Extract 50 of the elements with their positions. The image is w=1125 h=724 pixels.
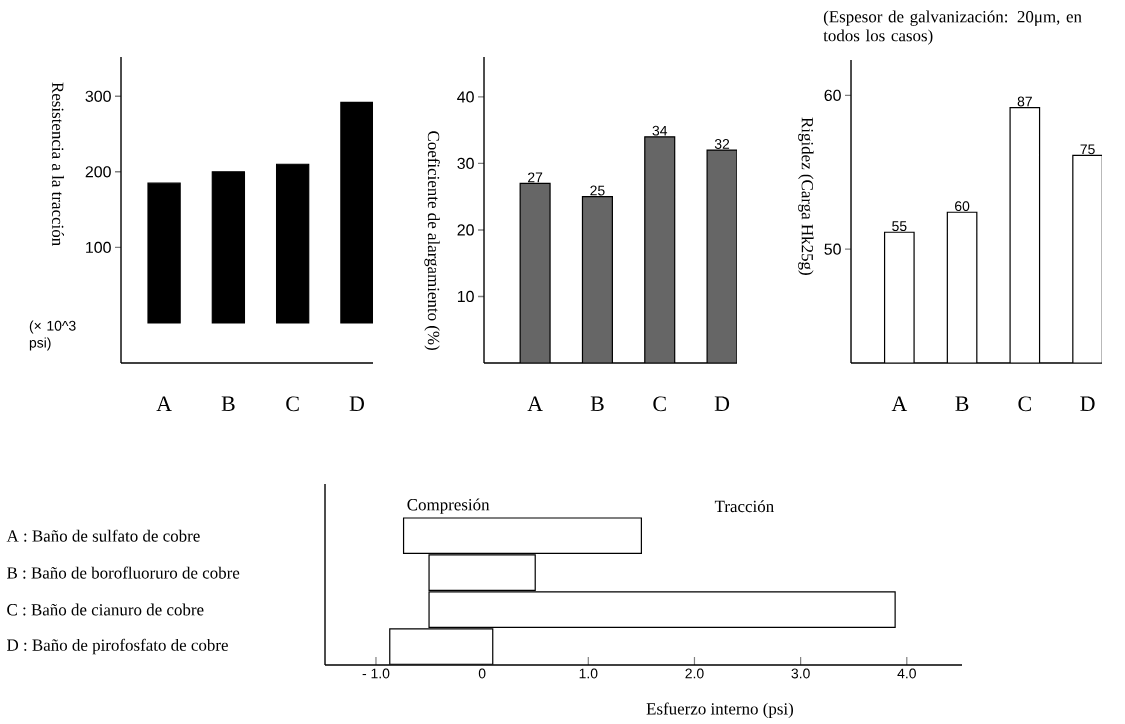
data-label: 32 xyxy=(714,139,730,149)
x-tick-label: A xyxy=(156,396,172,411)
annotation: Tracción xyxy=(714,500,774,513)
annotation: Compresión xyxy=(407,498,490,514)
x-tick-label: 4.0 xyxy=(897,668,916,679)
y-tick-label: 10 xyxy=(457,290,474,303)
x-tick-label: 3.0 xyxy=(791,668,810,679)
annotation: 60 xyxy=(955,201,970,212)
x-tick-label: D xyxy=(349,396,364,411)
bar xyxy=(581,196,613,363)
x-tick-label: C xyxy=(653,396,666,412)
annotation: 55 xyxy=(892,221,907,232)
annotation: 87 xyxy=(1017,96,1032,107)
y-tick-label: D : Baño de pirofosfato de cobre xyxy=(7,638,228,655)
x-tick-label: - 1.0 xyxy=(362,668,390,679)
x-tick-label: A xyxy=(527,396,543,411)
x-tick-label: A xyxy=(891,396,908,411)
y-axis-title: Coeficiente de alargamiento (%) xyxy=(424,131,440,350)
x-axis-title: Esfuerzo interno (psi) xyxy=(646,702,794,718)
y-tick-label: 20 xyxy=(457,224,474,236)
x-tick-label: C xyxy=(286,396,299,412)
y-tick-label: A : Baño de sulfato de cobre xyxy=(6,529,200,542)
x-tick-label: B xyxy=(590,396,604,411)
x-tick-label: 2.0 xyxy=(685,668,704,679)
y-tick-label: 40 xyxy=(457,91,474,103)
y-tick-label: 50 xyxy=(824,243,841,255)
x-tick-label: 1.0 xyxy=(579,668,598,679)
x-tick-label: 0 xyxy=(478,668,486,679)
bar xyxy=(519,182,551,363)
y-axis-title: Rigidez (Carga Hk25g) xyxy=(798,117,814,275)
x-tick-label: D xyxy=(714,396,730,411)
y-tick-label: 30 xyxy=(457,157,474,170)
bar xyxy=(706,149,738,363)
y-tick-label: B : Baño de borofluoruro de cobre xyxy=(7,566,240,579)
y-tick-label: 100 xyxy=(86,241,111,254)
data-label: 34 xyxy=(652,125,668,136)
x-tick-label: B xyxy=(221,396,235,411)
y-tick-label: C : Baño de cianuro de cobre xyxy=(7,603,204,616)
x-tick-label: D xyxy=(1080,396,1095,411)
text: (× 10^3 psi) xyxy=(29,320,76,351)
data-label: 25 xyxy=(590,185,605,196)
bar xyxy=(644,136,676,363)
text: (Espesor de galvanización: 20μm, en todos los casos) xyxy=(823,10,1082,45)
annotation: 75 xyxy=(1080,144,1095,155)
y-tick-label: 200 xyxy=(85,166,111,178)
x-tick-label: C xyxy=(1018,396,1031,412)
data-label: 27 xyxy=(528,172,543,183)
y-tick-label: 300 xyxy=(85,90,111,102)
x-tick-label: B xyxy=(955,396,969,411)
y-axis-title: Resistencia a la tracción xyxy=(52,82,64,246)
